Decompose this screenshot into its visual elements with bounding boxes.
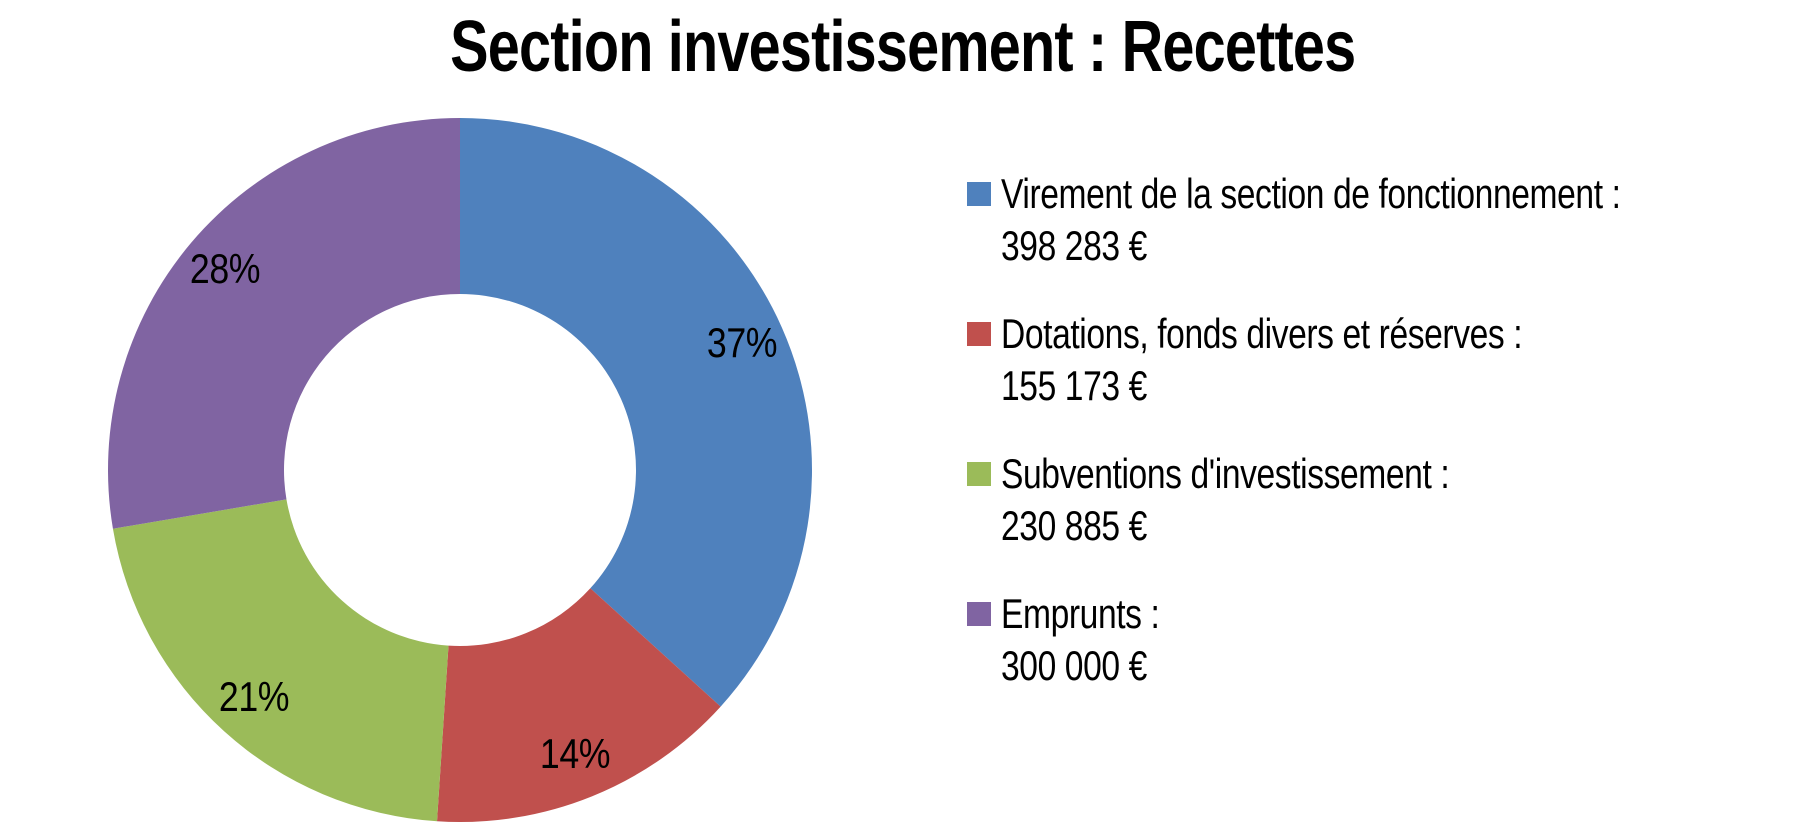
legend-label-text: Dotations, fonds divers et réserves :: [1001, 310, 1523, 357]
legend-label-text: Emprunts :: [1001, 590, 1160, 637]
legend-value: 300 000 €: [1001, 640, 1199, 692]
donut-slice-4: [108, 118, 460, 529]
percent-label-virement: 37%: [706, 319, 778, 367]
chart-title-text: Section investissement : Recettes: [450, 7, 1356, 87]
legend-value-text: 155 173 €: [1001, 362, 1147, 409]
donut-slice-2: [437, 588, 721, 823]
legend-label: Emprunts :: [1001, 588, 1199, 640]
legend-value: 398 283 €: [1001, 220, 1775, 272]
legend-marker-subventions: [967, 462, 991, 486]
legend-value-text: 300 000 €: [1001, 642, 1147, 689]
legend-label: Virement de la section de fonctionnement…: [1001, 168, 1775, 220]
legend-item-virement: Virement de la section de fonctionnement…: [967, 168, 1787, 272]
legend-label-text: Subventions d'investissement :: [1001, 450, 1450, 497]
legend-marker-emprunts: [967, 602, 991, 626]
legend-label: Dotations, fonds divers et réserves :: [1001, 308, 1652, 360]
donut-slice-3: [112, 499, 449, 822]
donut-slice-1: [460, 118, 812, 707]
percent-label-emprunts: 28%: [189, 245, 261, 293]
chart-title: Section investissement : Recettes: [0, 6, 1806, 88]
legend-value: 230 885 €: [1001, 500, 1561, 552]
legend-value-text: 398 283 €: [1001, 222, 1147, 269]
legend-label-text: Virement de la section de fonctionnement…: [1001, 170, 1621, 217]
percent-label-subventions: 21%: [218, 672, 290, 720]
legend: Virement de la section de fonctionnement…: [967, 168, 1787, 728]
legend-marker-dotations: [967, 322, 991, 346]
legend-label: Subventions d'investissement :: [1001, 448, 1561, 500]
legend-item-dotations: Dotations, fonds divers et réserves : 15…: [967, 308, 1787, 412]
percent-label-dotations: 14%: [540, 729, 611, 777]
legend-marker-virement: [967, 182, 991, 206]
legend-value: 155 173 €: [1001, 360, 1652, 412]
legend-item-emprunts: Emprunts : 300 000 €: [967, 588, 1787, 692]
legend-value-text: 230 885 €: [1001, 502, 1147, 549]
legend-item-subventions: Subventions d'investissement : 230 885 €: [967, 448, 1787, 552]
